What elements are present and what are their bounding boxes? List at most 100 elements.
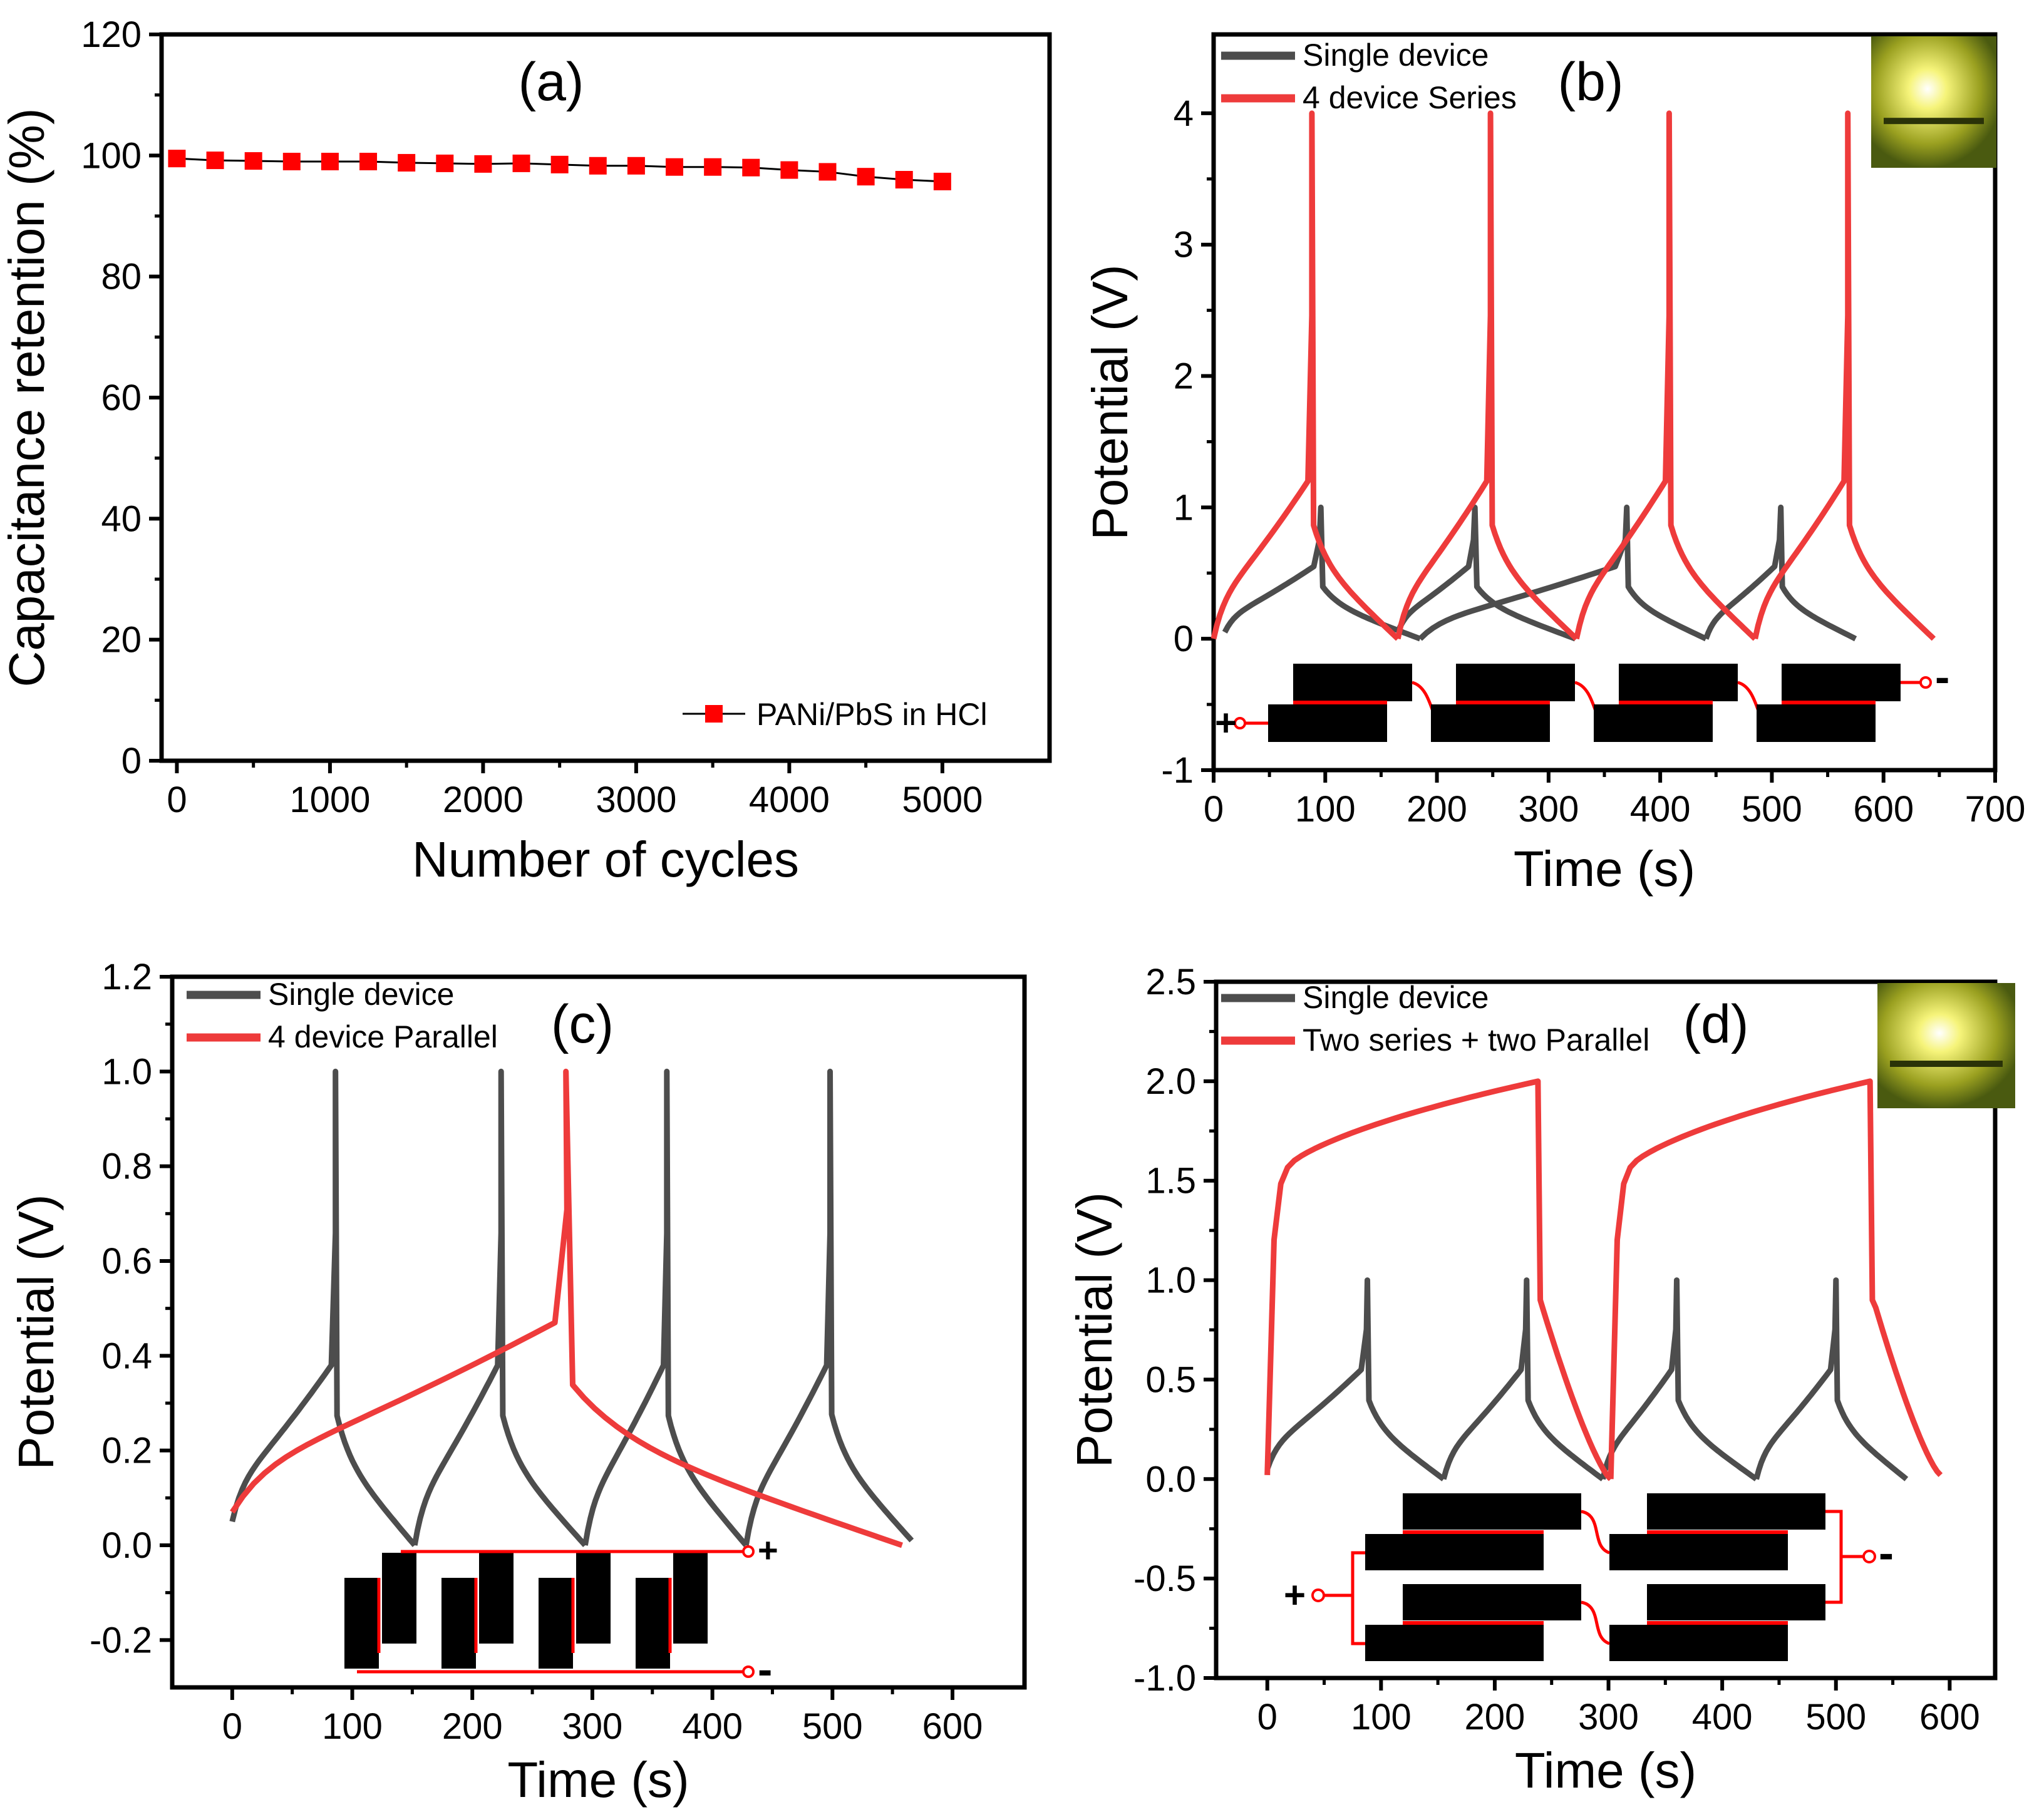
x-tick-label: 5000	[902, 780, 983, 820]
legend-label: PANi/PbS in HCl	[756, 697, 988, 732]
plus-terminal: +	[758, 1530, 778, 1570]
device-block	[1609, 1534, 1788, 1570]
retention-point	[742, 158, 760, 177]
x-tick-label: 200	[442, 1706, 503, 1747]
terminal	[742, 1665, 755, 1678]
x-tick-label: 200	[1465, 1697, 1525, 1737]
retention-point	[398, 153, 416, 172]
plot-frame	[170, 974, 1027, 1690]
device-block	[1782, 664, 1901, 701]
device-block	[539, 1578, 573, 1669]
x-tick-label: 500	[802, 1706, 863, 1747]
device-block	[1456, 664, 1575, 701]
device-block	[382, 1553, 416, 1644]
y-tick-label: 3	[1174, 225, 1194, 265]
device-block	[1403, 1584, 1581, 1620]
retention-point	[168, 150, 186, 168]
y-tick-label: 1.5	[1145, 1161, 1196, 1202]
retention-point	[359, 153, 378, 170]
device-block	[673, 1553, 708, 1644]
x-tick-label: 600	[1853, 789, 1914, 830]
series-4-device-curve	[1210, 110, 1400, 641]
device-block	[1619, 664, 1738, 701]
device-block	[1365, 1534, 1544, 1570]
x-tick-label: 600	[922, 1706, 983, 1747]
device-block	[1594, 704, 1713, 742]
single-device-curve	[582, 1068, 748, 1547]
panel-label: (c)	[551, 994, 614, 1054]
single-device-curve	[1600, 1277, 1758, 1481]
y-tick-label: 0.4	[101, 1336, 152, 1376]
y-tick-label: 0.0	[101, 1525, 152, 1566]
terminal	[742, 1545, 755, 1558]
device-block	[1268, 704, 1387, 742]
y-tick-label: 0	[121, 741, 142, 781]
retention-point	[282, 153, 301, 170]
x-tick-label: 500	[1805, 1697, 1866, 1737]
device-block	[1403, 1493, 1581, 1530]
series-4-device-curve	[1395, 110, 1579, 641]
y-tick-label: 0.6	[101, 1241, 152, 1282]
legend-label: 4 device Series	[1303, 80, 1517, 115]
single-device-curve	[1753, 1277, 1909, 1481]
led-board	[1884, 118, 1984, 125]
wire	[1825, 1510, 1843, 1604]
y-tick-label: 0.5	[1145, 1359, 1196, 1400]
plus-terminal: +	[1284, 1574, 1306, 1616]
y-tick-label: -1.0	[1133, 1658, 1196, 1699]
x-tick-label: 100	[322, 1706, 383, 1747]
x-tick-label: 100	[1295, 789, 1356, 830]
device-block	[1293, 664, 1412, 701]
device-block	[1365, 1625, 1544, 1661]
x-tick-label: 4000	[749, 780, 830, 820]
minus-terminal: -	[758, 1645, 772, 1694]
y-tick-label: 60	[101, 378, 142, 418]
device-block	[636, 1578, 670, 1669]
y-axis-title: Potential (V)	[1082, 264, 1138, 540]
y-tick-label: 1.2	[101, 957, 152, 997]
device-block	[576, 1553, 611, 1644]
x-tick-label: 0	[167, 780, 187, 820]
y-axis-title: Potential (V)	[8, 1194, 64, 1470]
legend-label: Single device	[1303, 38, 1489, 73]
series-parallel-curve	[1608, 1078, 1943, 1480]
x-axis-title: Time (s)	[507, 1752, 689, 1808]
single-device-curve	[1418, 504, 1708, 642]
plus-terminal: +	[1215, 702, 1237, 744]
retention-point	[704, 158, 722, 176]
single-device-curve	[1222, 504, 1422, 642]
panel-label: (d)	[1683, 994, 1748, 1054]
y-tick-label: 0.0	[1145, 1459, 1196, 1500]
single-device-curve	[1703, 504, 1857, 642]
legend-label: Single device	[268, 977, 454, 1012]
y-axis-title: Capacitance retention (%)	[0, 108, 54, 687]
retention-point	[627, 157, 645, 175]
y-tick-label: 0.2	[101, 1431, 152, 1471]
retention-point	[589, 157, 607, 175]
retention-point	[857, 168, 875, 186]
x-axis-title: Time (s)	[1514, 841, 1695, 897]
led-glow	[1871, 36, 1996, 168]
terminal	[1862, 1550, 1876, 1563]
x-tick-label: 1000	[289, 780, 370, 820]
y-tick-label: -0.2	[90, 1620, 152, 1660]
y-tick-label: 2.0	[1145, 1061, 1196, 1102]
y-tick-label: -1	[1161, 750, 1194, 791]
x-tick-label: 700	[1965, 789, 2026, 830]
wire	[1351, 1551, 1365, 1645]
panel-label: (a)	[518, 52, 584, 112]
retention-point	[512, 154, 530, 172]
plot-frame	[159, 32, 1052, 763]
series-4-device-curve	[1574, 110, 1757, 641]
retention-point	[474, 155, 492, 173]
retention-point	[780, 161, 798, 179]
led-glow	[1877, 983, 2015, 1108]
device-block	[1647, 1493, 1825, 1530]
led-board	[1890, 1061, 2003, 1067]
y-tick-label: 2	[1174, 356, 1194, 397]
series-parallel-curve	[1264, 1078, 1613, 1481]
minus-terminal: -	[1879, 1528, 1894, 1578]
device-block	[1609, 1625, 1788, 1661]
x-tick-label: 400	[1692, 1697, 1753, 1737]
